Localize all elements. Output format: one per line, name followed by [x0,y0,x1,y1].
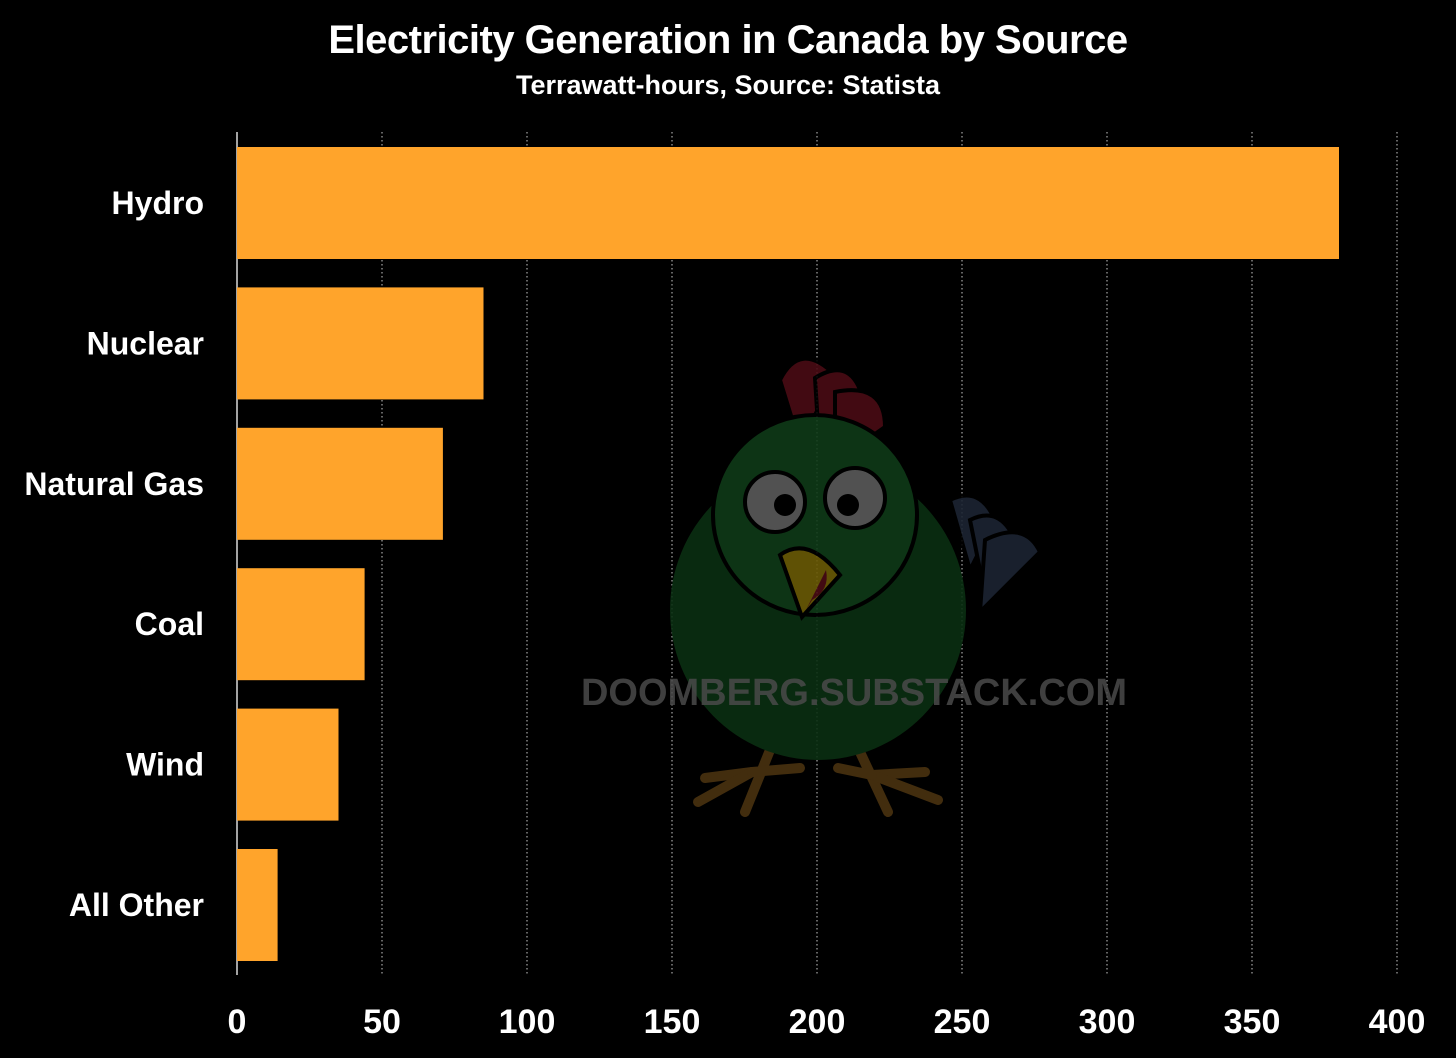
category-label: All Other [69,887,204,923]
x-tick-label: 100 [499,1003,556,1041]
category-label: Coal [135,606,204,642]
watermark-text: DOOMBERG.SUBSTACK.COM [581,672,1127,714]
bar-wind [237,708,339,821]
x-tick-label: 300 [1079,1003,1136,1041]
bar-hydro [237,147,1339,259]
x-tick-label: 400 [1369,1003,1426,1041]
x-axis-tick-labels: 0 50 100 150 200 250 300 350 400 [228,1003,1426,1041]
category-label: Wind [126,747,204,783]
chart-title: Electricity Generation in Canada by Sour… [328,18,1128,62]
chart-subtitle: Terrawatt-hours, Source: Statista [515,70,941,100]
grid-lines [236,132,1398,975]
category-label: Natural Gas [24,466,204,502]
x-tick-label: 200 [789,1003,846,1041]
watermark: DOOMBERG.SUBSTACK.COM [581,356,1127,817]
x-tick-label: 0 [228,1003,247,1041]
x-tick-label: 250 [934,1003,991,1041]
category-label: Hydro [112,185,204,221]
x-tick-label: 150 [644,1003,701,1041]
x-tick-label: 50 [363,1003,401,1041]
bar-all-other [237,849,278,961]
bar-natural-gas [237,427,443,540]
bar-coal [237,568,365,681]
category-label: Nuclear [87,325,204,361]
x-tick-label: 350 [1224,1003,1281,1041]
chicken-mascot-icon [670,356,1043,817]
bars [237,147,1339,961]
category-labels: Hydro Nuclear Natural Gas Coal Wind All Other [24,185,204,923]
bar-nuclear [237,287,484,400]
